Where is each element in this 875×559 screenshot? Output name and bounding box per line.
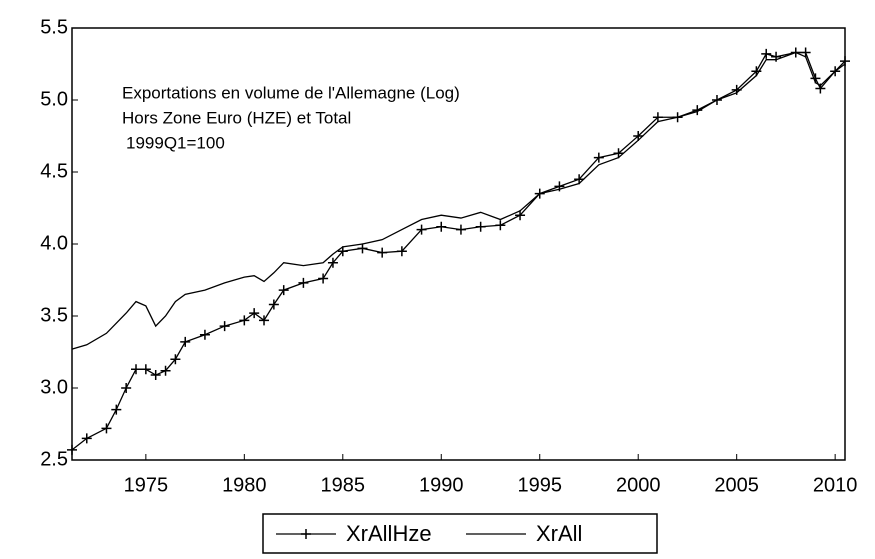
- point-marker: [327, 257, 338, 268]
- point-marker: [170, 354, 181, 365]
- series-line: [71, 51, 846, 350]
- x-tick-label: 1995: [517, 474, 562, 496]
- point-marker: [239, 315, 250, 326]
- point-marker: [81, 433, 92, 444]
- y-tick-label: 2.5: [40, 448, 68, 470]
- x-tick-label: 2000: [616, 474, 661, 496]
- point-marker: [298, 277, 309, 288]
- point-marker: [160, 365, 171, 376]
- x-tick-label: 1975: [124, 474, 169, 496]
- point-marker: [377, 247, 388, 258]
- point-marker: [249, 308, 260, 319]
- point-marker: [357, 243, 368, 254]
- x-tick-label: 1985: [321, 474, 366, 496]
- point-marker: [150, 370, 161, 381]
- point-marker: [396, 246, 407, 257]
- point-marker: [199, 329, 210, 340]
- point-marker: [574, 174, 585, 185]
- point-marker: [337, 246, 348, 257]
- point-marker: [761, 48, 772, 59]
- y-tick-label: 5.0: [40, 88, 68, 110]
- point-marker: [67, 444, 77, 455]
- point-marker: [278, 285, 289, 296]
- point-marker: [318, 273, 329, 284]
- point-marker: [455, 224, 466, 235]
- point-marker: [180, 336, 191, 347]
- y-tick-label: 4.5: [40, 160, 68, 182]
- point-marker: [475, 221, 486, 232]
- legend-label: XrAll: [536, 521, 582, 546]
- annotation: Hors Zone Euro (HZE) et Total: [122, 108, 351, 127]
- x-tick-label: 2005: [714, 474, 759, 496]
- annotation: Exportations en volume de l'Allemagne (L…: [122, 83, 460, 102]
- y-tick-label: 5.5: [40, 16, 68, 38]
- y-tick-label: 3.5: [40, 304, 68, 326]
- point-marker: [436, 221, 447, 232]
- legend-label: XrAllHze: [346, 521, 432, 546]
- point-marker: [140, 364, 151, 375]
- legend-frame: [262, 513, 658, 554]
- point-marker: [515, 210, 526, 221]
- point-marker: [259, 315, 270, 326]
- point-marker: [416, 224, 427, 235]
- point-marker: [101, 423, 112, 434]
- annotation: 1999Q1=100: [126, 133, 225, 152]
- point-marker: [652, 112, 663, 123]
- point-marker: [268, 299, 279, 310]
- point-marker: [593, 152, 604, 163]
- legend-marker: [301, 529, 311, 539]
- point-marker: [111, 404, 122, 415]
- y-tick-label: 4.0: [40, 232, 68, 254]
- point-marker: [800, 47, 811, 58]
- point-marker: [495, 220, 506, 231]
- point-marker: [633, 131, 644, 141]
- y-tick-label: 3.0: [40, 376, 68, 398]
- point-marker: [131, 364, 142, 375]
- x-tick-label: 1990: [419, 474, 464, 496]
- point-marker: [121, 383, 132, 393]
- point-marker: [219, 321, 230, 332]
- x-tick-label: 1980: [222, 474, 267, 496]
- x-tick-label: 2010: [813, 474, 858, 496]
- point-marker: [613, 148, 624, 159]
